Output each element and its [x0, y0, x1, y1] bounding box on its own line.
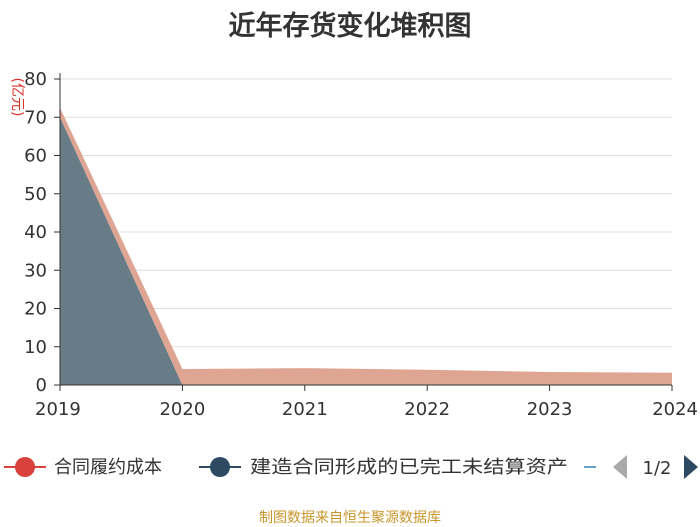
legend-label-0: 合同履约成本 [54, 457, 162, 478]
axis-layer: 0 10 20 30 40 50 60 70 80 2019 2020 2021 2022 2023 202… [24, 69, 698, 420]
y-tick-label-70: 70 [24, 107, 47, 128]
y-tick-label-50: 50 [24, 184, 47, 205]
x-tick-label-2021: 2021 [282, 399, 328, 420]
y-tick-label-80: 80 [24, 69, 47, 90]
x-tick-label-2019: 2019 [35, 399, 81, 420]
source-note: 制图数据来自恒生聚源数据库 [259, 510, 441, 526]
y-tick-label-40: 40 [24, 222, 47, 243]
y-tick-label-10: 10 [24, 337, 47, 358]
x-tick-label-2024: 2024 [652, 399, 698, 420]
x-tick-label-2022: 2022 [404, 399, 450, 420]
x-tick-label-2023: 2023 [527, 399, 573, 420]
legend-label-1: 建造合同形成的已完工未结算资产 [250, 457, 568, 478]
legend: 合同履约成本 建造合同形成的已完工未结算资产 1/2 [4, 455, 698, 479]
legend-prev-page-icon[interactable] [613, 455, 627, 479]
y-tick-label-60: 60 [24, 146, 47, 167]
area-layer [60, 107, 672, 385]
legend-marker-1 [210, 457, 230, 477]
y-tick-label-30: 30 [24, 260, 47, 281]
area-series-0 [60, 117, 672, 385]
legend-page-indicator: 1/2 [643, 458, 672, 479]
y-tick-label-20: 20 [24, 299, 47, 320]
y-axis-unit-label: (亿元) [9, 78, 25, 117]
legend-next-page-icon[interactable] [684, 455, 698, 479]
y-tick-label-0: 0 [36, 375, 47, 396]
legend-marker-0 [15, 457, 35, 477]
x-tick-label-2020: 2020 [159, 399, 205, 420]
chart-title: 近年存货变化堆积图 [228, 11, 472, 42]
